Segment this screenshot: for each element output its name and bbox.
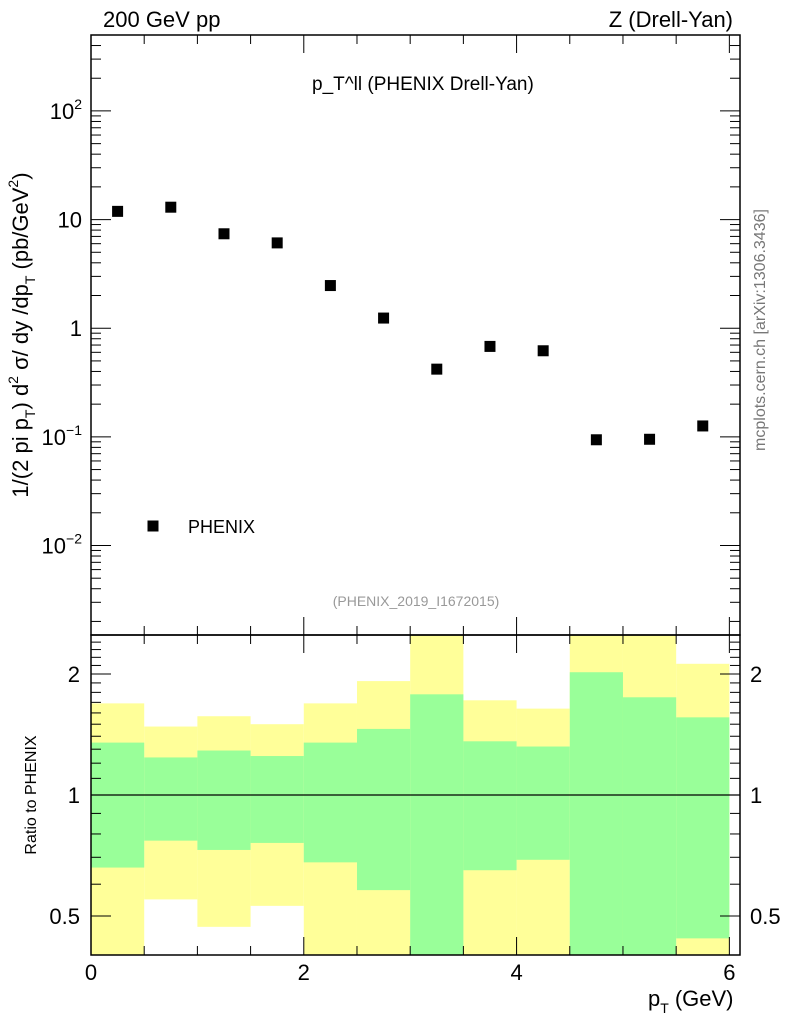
y-tick-label: 1 — [70, 316, 82, 341]
ratio-band-stat-bin — [463, 741, 517, 871]
ratio-bands — [91, 635, 730, 955]
y-tick-label: 10−2 — [42, 530, 83, 558]
labels: p_T^ll (PHENIX Drell-Yan) 0 2 4 6 102 10 1 10−1… — [5, 7, 781, 1016]
data-point — [324, 280, 336, 292]
reference-label: (PHENIX_2019_I1672015) — [333, 593, 500, 609]
data-point — [484, 340, 496, 352]
x-axis-label: pT (GeV) — [648, 986, 734, 1016]
ratio-band-stat-bin — [676, 717, 730, 939]
y-axis-label: 1/(2 pi pT) d2 σ/ dy /dpT (pb/GeV2) — [5, 172, 38, 497]
y-tick-label: 10−1 — [42, 422, 83, 450]
data-point — [112, 205, 124, 217]
ratio-y-tick-label-right: 2 — [750, 662, 762, 687]
ratio-y-axis-label: Ratio to PHENIX — [23, 735, 40, 854]
x-tick-label: 0 — [85, 960, 97, 985]
data-point — [644, 433, 656, 445]
data-point — [697, 420, 709, 432]
ratio-band-stat-bin — [91, 742, 145, 868]
x-tick-label: 6 — [723, 960, 735, 985]
data-point — [378, 312, 390, 324]
y-tick-label: 10 — [58, 208, 82, 233]
x-tick-label: 4 — [510, 960, 522, 985]
legend-label: PHENIX — [188, 517, 255, 537]
ratio-band-stat-bin — [144, 757, 198, 841]
ratio-band-stat-bin — [250, 756, 304, 843]
watermark: mcplots.cern.ch [arXiv:1306.3436] — [752, 209, 769, 451]
y-tick-label: 102 — [50, 96, 82, 124]
ratio-y-tick-label: 0.5 — [49, 904, 80, 929]
data-point — [431, 363, 443, 375]
axes — [90, 34, 741, 956]
ratio-band-stat-bin — [356, 728, 411, 891]
ratio-band-stat-bin — [516, 746, 570, 860]
data-point — [218, 228, 230, 240]
top-left-label: 200 GeV pp — [103, 7, 220, 32]
ratio-band-stat-bin — [303, 742, 357, 863]
data-point — [165, 201, 177, 213]
main-frame — [90, 34, 741, 636]
ratio-band-stat-bin — [622, 697, 677, 955]
plot-title: p_T^ll (PHENIX Drell-Yan) — [312, 74, 534, 95]
ratio-band-stat-bin — [197, 750, 251, 850]
ratio-band-stat-bin — [410, 694, 464, 955]
data-point — [537, 345, 549, 357]
ratio-y-tick-label-right: 0.5 — [750, 904, 781, 929]
data-point — [271, 237, 283, 249]
ratio-y-tick-label: 2 — [68, 662, 80, 687]
ratio-y-tick-label-right: 1 — [750, 783, 762, 808]
ratio-y-tick-label: 1 — [68, 783, 80, 808]
top-right-label: Z (Drell-Yan) — [609, 7, 733, 32]
x-tick-label: 2 — [298, 960, 310, 985]
ratio-band-stat-bin — [569, 672, 623, 955]
data-point — [590, 434, 602, 446]
data-points — [112, 201, 709, 446]
legend-marker — [147, 520, 159, 532]
